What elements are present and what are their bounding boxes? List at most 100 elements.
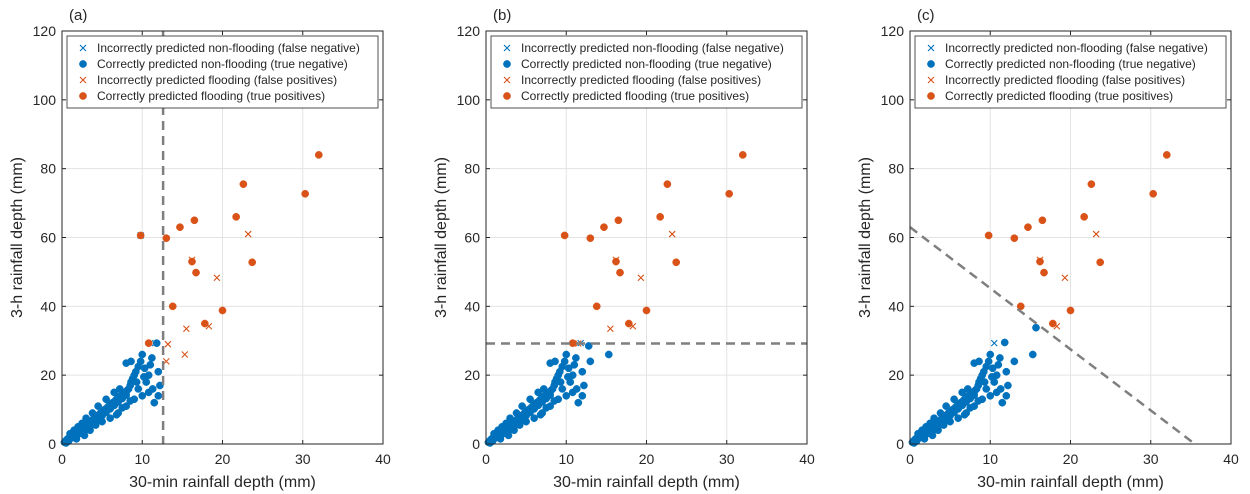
y-tick-label: 120 [457,23,481,39]
data-point [963,385,972,393]
data-point [244,230,252,238]
legend: Incorrectly predicted non-flooding (fals… [490,35,803,109]
x-axis-label: 30-min rainfall depth (mm) [553,474,740,491]
data-point [496,434,505,443]
x-tick-label: 0 [906,451,914,467]
data-point [1010,234,1019,243]
data-point [1024,223,1032,232]
data-point [939,421,948,429]
data-point [910,439,918,447]
legend-box [914,35,1227,109]
data-point [1002,367,1011,376]
legend-label: Correctly predicted flooding (true posit… [945,89,1173,103]
ticks: 0 10 20 30 40 0 20 40 60 80 100 120 [457,23,815,467]
data-point [564,364,573,373]
data-point [168,302,177,311]
data-point [984,231,993,240]
data-point [1000,338,1009,347]
legend-entry: Incorrectly predicted non-flooding (fals… [503,41,784,55]
series-2 [908,323,1040,447]
y-tick-label: 100 [457,92,481,108]
legend-marker [79,60,87,68]
data-point [144,339,153,348]
series-4 [136,151,323,348]
x-tick-label: 0 [58,451,66,467]
data-point [150,398,159,407]
data-point [522,417,530,426]
data-point [518,402,526,410]
data-point [190,216,199,225]
data-point [1080,213,1088,221]
data-point [490,429,498,438]
data-point [980,378,989,386]
data-point [80,431,89,440]
data-point [560,231,569,240]
data-point [637,274,645,282]
data-point [138,391,147,400]
data-point [181,351,189,358]
data-point [94,402,102,410]
data-point [986,350,995,359]
series-4 [984,151,1171,328]
legend-label: Correctly predicted non-flooding (true n… [945,57,1196,71]
data-point [998,398,1007,407]
data-point [572,354,580,362]
data-point [920,434,929,443]
data-point [154,367,163,376]
legend-label: Correctly predicted non-flooding (true n… [521,57,772,71]
data-point [510,426,518,435]
data-point [574,398,583,407]
data-point [616,268,624,277]
data-point [592,302,601,311]
x-tick-label: 30 [1143,451,1159,467]
legend-label: Correctly predicted flooding (true posit… [97,89,325,103]
data-point [136,357,145,366]
data-point [539,385,548,393]
data-point [162,234,171,243]
data-point [102,395,110,404]
data-point [148,354,156,362]
data-point [232,213,240,221]
y-tick-label: 0 [48,436,56,452]
y-tick-label: 60 [40,230,56,246]
data-point [586,357,595,366]
data-point [988,364,997,373]
legend-label: Incorrectly predicted non-flooding (fals… [945,41,1208,55]
data-point [568,339,577,348]
data-point [146,360,155,369]
data-point [974,397,983,405]
x-tick-label: 40 [375,451,391,467]
x-tick-label: 40 [799,451,815,467]
data-point [188,257,196,266]
data-point [176,223,184,232]
data-point [82,414,90,423]
data-point [144,388,153,397]
data-point [934,426,942,435]
data-point [606,325,614,333]
data-point [1002,391,1011,400]
data-point [515,421,524,429]
x-axis-label: 30-min rainfall depth (mm) [977,474,1164,491]
data-points [60,151,323,447]
data-point [946,417,954,426]
data-point [1061,274,1069,282]
ticks: 0 10 20 30 40 0 20 40 60 80 100 120 [33,23,391,467]
data-point [138,350,147,359]
y-tick-label: 60 [888,230,904,246]
data-point [140,364,149,373]
data-point [136,231,145,240]
data-points [484,151,747,447]
data-point [506,414,514,423]
data-point [1028,350,1037,359]
data-point [1096,258,1105,267]
data-point [960,410,969,419]
data-point [164,340,172,348]
y-tick-label: 120 [881,23,905,39]
legend: Incorrectly predicted non-flooding (fals… [914,35,1227,109]
legend-marker [503,92,511,100]
data-point [954,414,963,423]
data-point [930,414,938,423]
y-tick-label: 60 [464,230,480,246]
x-axis-label: 30-min rainfall depth (mm) [129,474,316,491]
legend-marker [927,92,935,100]
